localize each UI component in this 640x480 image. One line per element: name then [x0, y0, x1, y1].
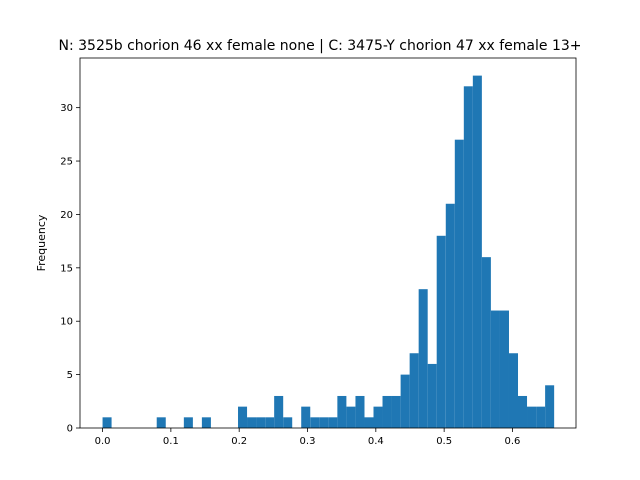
histogram-bar	[238, 406, 248, 428]
y-tick-label: 10	[60, 317, 73, 328]
y-axis-label: Frequency	[35, 214, 48, 271]
histogram-bar	[545, 385, 555, 428]
y-tick-label: 25	[60, 157, 73, 168]
histogram-bar	[319, 417, 329, 428]
histogram-bar	[445, 203, 455, 428]
histogram-bar	[373, 406, 383, 428]
x-tick-label: 0.4	[368, 436, 384, 447]
x-tick-label: 0.3	[300, 436, 316, 447]
histogram-bar	[364, 417, 374, 428]
histogram-bar	[102, 417, 112, 428]
histogram-bar	[156, 417, 166, 428]
histogram-bar	[382, 395, 392, 428]
histogram-bar	[391, 395, 401, 428]
histogram-bar	[283, 417, 293, 428]
histogram-bar	[256, 417, 266, 428]
bars-group	[102, 75, 555, 429]
x-tick-label: 0.1	[163, 436, 179, 447]
histogram-bar	[328, 417, 338, 428]
histogram-bar	[527, 406, 537, 428]
histogram-bar	[265, 417, 275, 428]
histogram-bar	[346, 406, 356, 428]
histogram-bar	[310, 417, 320, 428]
x-tick-label: 0.0	[95, 436, 111, 447]
histogram-bar	[508, 353, 519, 428]
histogram-bar	[463, 86, 473, 429]
x-tick-label: 0.6	[505, 436, 521, 447]
y-axis-ticks: 0 5 10 15 20 25 30	[60, 103, 80, 435]
histogram-bar	[201, 417, 211, 428]
histogram-bar	[337, 395, 347, 428]
histogram-bar	[418, 289, 428, 428]
plot-frame	[79, 57, 577, 429]
histogram-bar	[499, 310, 509, 428]
histogram-bar	[472, 75, 482, 429]
histogram-bar	[183, 417, 193, 428]
histogram-bar	[400, 374, 410, 428]
histogram-bar	[490, 310, 500, 428]
histogram-bar	[536, 406, 546, 428]
histogram-bar	[481, 257, 491, 428]
y-tick-label: 5	[67, 370, 73, 381]
histogram-bar	[518, 395, 528, 428]
y-tick-label: 30	[60, 103, 73, 114]
y-tick-label: 20	[60, 210, 73, 221]
histogram-bar	[274, 395, 284, 428]
histogram-bar	[436, 235, 446, 428]
histogram-bar	[409, 353, 419, 428]
histogram-bar	[247, 417, 257, 428]
histogram-bar	[355, 395, 365, 428]
x-tick-label: 0.5	[436, 436, 452, 447]
histogram-bar	[301, 406, 311, 428]
histogram-bar	[454, 139, 464, 428]
x-axis-ticks: 0.0 0.1 0.2 0.3 0.4 0.5 0.6	[95, 428, 521, 447]
histogram-bar	[427, 363, 437, 428]
chart-title: N: 3525b chorion 46 xx female none | C: …	[59, 38, 582, 54]
y-tick-label: 15	[60, 263, 73, 274]
y-tick-label: 0	[67, 424, 73, 435]
x-tick-label: 0.2	[231, 436, 247, 447]
